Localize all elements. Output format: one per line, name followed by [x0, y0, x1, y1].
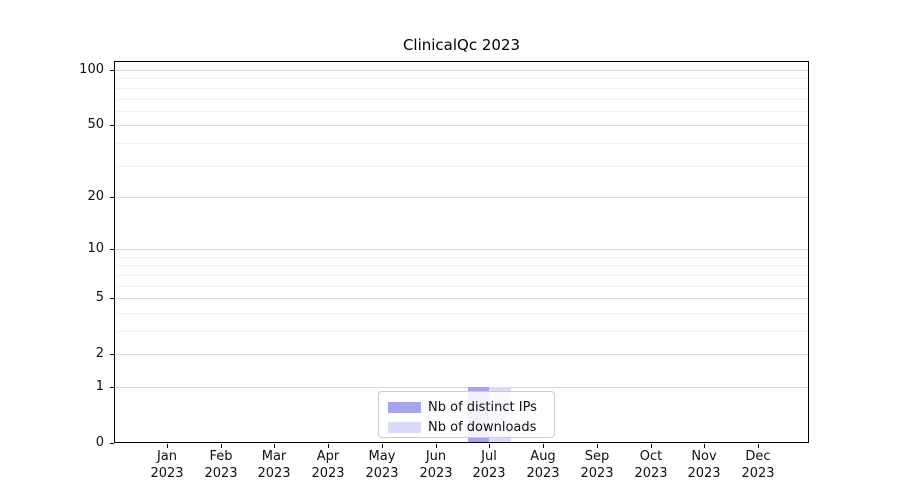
x-tick-label: Feb 2023 — [204, 449, 238, 481]
y-tick-label: 10 — [87, 241, 104, 256]
y-tick-mark — [110, 443, 114, 444]
grid-line-minor — [115, 274, 808, 276]
x-tick-mark — [167, 444, 168, 448]
x-tick-mark — [489, 444, 490, 448]
grid-line-minor — [115, 165, 808, 167]
y-tick-mark — [110, 70, 114, 71]
y-tick-mark — [110, 249, 114, 250]
x-tick-mark — [328, 444, 329, 448]
y-tick-mark — [110, 125, 114, 126]
x-tick-label: Jan 2023 — [150, 449, 184, 481]
grid-line-minor — [115, 142, 808, 144]
grid-line-minor — [115, 285, 808, 287]
x-tick-mark — [597, 444, 598, 448]
x-tick-label: Jun 2023 — [419, 449, 453, 481]
x-tick-mark — [651, 444, 652, 448]
x-tick-label: Sep 2023 — [580, 449, 614, 481]
y-tick-mark — [110, 298, 114, 299]
legend-item-distinct-ips: Nb of distinct IPs — [388, 397, 554, 417]
x-tick-label: Oct 2023 — [634, 449, 668, 481]
x-tick-label: Dec 2023 — [741, 449, 775, 481]
y-tick-mark — [110, 197, 114, 198]
grid-line-major — [115, 125, 808, 127]
y-tick-label: 2 — [95, 346, 104, 361]
x-tick-mark — [274, 444, 275, 448]
y-tick-label: 0 — [95, 435, 104, 450]
y-tick-label: 50 — [87, 117, 104, 132]
chart-title: ClinicalQc 2023 — [402, 36, 521, 54]
x-tick-label: May 2023 — [365, 449, 399, 481]
y-tick-mark — [110, 354, 114, 355]
x-tick-label: Jul 2023 — [472, 449, 506, 481]
x-tick-mark — [221, 444, 222, 448]
grid-line-major — [115, 298, 808, 300]
plot-area — [114, 61, 809, 443]
grid-line-major — [115, 70, 808, 71]
x-tick-label: Aug 2023 — [526, 449, 560, 481]
grid-line-minor — [115, 265, 808, 267]
y-tick-label: 100 — [79, 62, 104, 77]
x-tick-label: Apr 2023 — [311, 449, 345, 481]
x-tick-mark — [543, 444, 544, 448]
x-tick-mark — [704, 444, 705, 448]
grid-line-major — [115, 387, 808, 388]
x-tick-label: Nov 2023 — [687, 449, 721, 481]
y-tick-mark — [110, 387, 114, 388]
grid-line-minor — [115, 312, 808, 314]
grid-line-major — [115, 196, 808, 198]
y-tick-label: 5 — [95, 290, 104, 305]
x-tick-mark — [436, 444, 437, 448]
legend-swatch-downloads — [388, 421, 421, 433]
legend-label-distinct-ips: Nb of distinct IPs — [428, 399, 537, 415]
grid-line-minor — [115, 256, 808, 258]
y-tick-label: 20 — [87, 189, 104, 204]
grid-line-minor — [115, 110, 808, 112]
grid-line-major — [115, 354, 808, 356]
x-tick-mark — [758, 444, 759, 448]
grid-line-minor — [115, 331, 808, 332]
legend-item-downloads: Nb of downloads — [388, 417, 554, 437]
legend: Nb of distinct IPs Nb of downloads — [378, 391, 555, 438]
grid-line-minor — [115, 87, 808, 89]
legend-label-downloads: Nb of downloads — [428, 419, 537, 435]
legend-swatch-distinct-ips — [388, 401, 421, 413]
grid-line-minor — [115, 98, 808, 100]
grid-line-minor — [115, 78, 808, 80]
x-tick-label: Mar 2023 — [257, 449, 291, 481]
grid-line-major — [115, 249, 808, 251]
y-tick-label: 1 — [95, 379, 104, 394]
x-tick-mark — [382, 444, 383, 448]
